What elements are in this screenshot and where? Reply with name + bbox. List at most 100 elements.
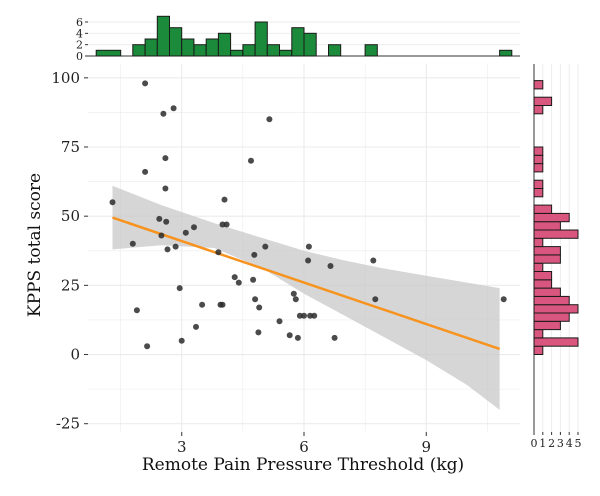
x-hist-bar	[364, 44, 378, 57]
data-point	[193, 323, 199, 330]
x-hist-bar	[254, 21, 268, 57]
confidence-band	[112, 185, 500, 410]
y-hist-bar	[533, 154, 544, 165]
y-hist-bar	[533, 295, 570, 306]
data-point	[252, 296, 259, 303]
fit-line-layer	[112, 216, 501, 351]
data-point	[305, 257, 312, 264]
data-point	[164, 246, 171, 253]
y-tick-label: 100	[51, 69, 80, 87]
y-hist-bar	[533, 304, 579, 314]
y-tick-label: -25	[56, 415, 80, 433]
data-point	[176, 285, 183, 292]
y-tick-label: 0	[70, 346, 80, 364]
points-layer	[109, 80, 507, 350]
data-point	[311, 312, 318, 319]
x-hist-bar	[193, 44, 207, 57]
y-hist-bar	[533, 279, 553, 289]
x-hist-bar	[242, 44, 256, 57]
data-point	[158, 232, 165, 239]
data-point	[160, 110, 167, 117]
y-hist-bar	[533, 96, 553, 106]
y-hist-bar	[533, 262, 544, 273]
x-axis-ticks: 3 6 9	[177, 432, 431, 456]
data-point	[276, 318, 283, 325]
x-hist-bar	[217, 32, 232, 57]
y-hist-bar	[533, 229, 579, 239]
data-point	[251, 251, 258, 258]
data-point	[223, 221, 230, 228]
data-point	[256, 304, 263, 311]
x-hist-tick-label: 0	[76, 50, 83, 63]
y-hist-bar	[533, 337, 579, 347]
y-hist-bar	[533, 254, 561, 264]
data-point	[370, 257, 377, 264]
x-axis-label: Remote Pain Pressure Threshold (kg)	[142, 455, 464, 475]
confidence-band-layer	[112, 185, 500, 410]
regression-line	[112, 216, 501, 351]
y-hist-bar	[533, 312, 570, 322]
data-point	[266, 116, 273, 123]
data-point	[305, 243, 312, 250]
x-hist-bar	[144, 38, 158, 57]
x-hist-bar	[230, 49, 244, 57]
data-point	[133, 307, 140, 314]
y-hist-bar	[533, 212, 570, 223]
y-hist-bar	[533, 246, 561, 256]
y-tick-label: 75	[61, 138, 80, 156]
data-point	[219, 301, 226, 308]
x-hist-tick-label: 4	[76, 27, 83, 40]
x-hist-bar	[181, 38, 195, 57]
y-hist-tick-label: 0	[531, 437, 538, 450]
x-hist-bar	[132, 44, 146, 57]
data-point	[156, 215, 163, 222]
x-tick-label: 3	[177, 438, 187, 456]
data-point	[199, 301, 206, 308]
y-hist-bar	[533, 188, 544, 198]
data-point	[215, 249, 222, 256]
x-hist-bar	[205, 38, 219, 57]
y-hist-tick-label: 2	[548, 437, 555, 450]
data-point	[500, 296, 507, 303]
x-hist-bar	[499, 49, 513, 57]
data-point	[178, 337, 185, 344]
y-hist-bar	[533, 345, 544, 356]
data-point	[307, 312, 314, 319]
data-point	[331, 334, 338, 341]
y-hist-tick-label: 3	[557, 437, 564, 450]
y-tick-label: 25	[61, 276, 80, 294]
data-point	[262, 243, 269, 250]
y-hist-bar	[533, 163, 544, 173]
x-hist-bar	[291, 27, 305, 57]
data-point	[231, 274, 238, 281]
data-point	[301, 312, 307, 319]
y-hist-bar	[533, 204, 553, 214]
x-hist-bar	[266, 44, 280, 57]
y-hist-bar	[533, 179, 544, 189]
data-point	[191, 224, 197, 231]
data-point	[286, 332, 293, 339]
y-hist-bar	[533, 221, 561, 231]
x-hist-bar	[303, 32, 317, 57]
data-point	[221, 196, 228, 203]
y-hist-tick-label: 5	[575, 437, 582, 450]
x-hist-bar	[156, 15, 171, 57]
data-point	[163, 218, 170, 225]
data-point	[250, 276, 257, 283]
data-point	[290, 290, 297, 297]
data-point	[129, 240, 136, 247]
y-hist-tick-label: 4	[566, 437, 573, 450]
y-hist-bar	[533, 80, 544, 90]
x-hist-bar	[95, 49, 122, 57]
data-point	[248, 157, 254, 164]
data-point	[109, 199, 116, 206]
x-tick-label: 9	[421, 438, 431, 456]
x-hist-bar	[328, 44, 342, 57]
data-point	[372, 296, 379, 303]
data-point	[162, 185, 169, 192]
data-point	[294, 334, 301, 341]
data-point	[296, 312, 303, 319]
